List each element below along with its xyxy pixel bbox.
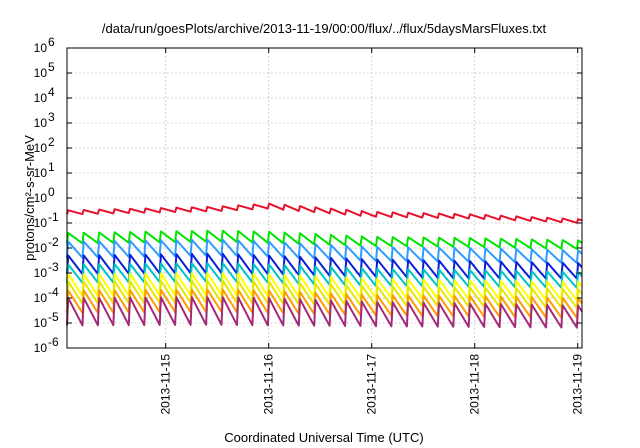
y-tick-exponent: 3 (48, 110, 55, 124)
y-tick-exponent: 0 (48, 185, 55, 199)
y-tick-label: 10 (34, 41, 48, 55)
series-line (66, 288, 583, 319)
y-tick-label: 10 (34, 216, 48, 230)
y-tick-label: 10 (34, 316, 48, 330)
y-tick-label: 10 (34, 166, 48, 180)
y-tick-exponent: 2 (48, 135, 55, 149)
y-tick-exponent: -2 (48, 235, 59, 249)
y-tick-label: 10 (34, 191, 48, 205)
y-tick-exponent: 1 (48, 160, 55, 174)
y-tick-exponent: -3 (48, 260, 59, 274)
y-tick-label: 10 (34, 91, 48, 105)
series-line (66, 202, 583, 224)
y-tick-label: 10 (34, 116, 48, 130)
y-tick-label: 10 (34, 66, 48, 80)
y-tick-exponent: 6 (48, 35, 55, 49)
series-group (66, 202, 583, 329)
series-line (66, 296, 583, 329)
y-axis-label: protons/cm²-s-sr-MeV (22, 135, 37, 261)
y-tick-exponent: -4 (48, 285, 59, 299)
series-line (66, 279, 583, 309)
y-tick-exponent: -1 (48, 210, 59, 224)
y-tick-exponent: 4 (48, 85, 55, 99)
x-tick-label: 2013-11-17 (365, 354, 379, 415)
grid (67, 48, 582, 348)
y-tick-exponent: 5 (48, 60, 55, 74)
x-tick-label: 2013-11-15 (159, 354, 173, 415)
x-tick-label: 2013-11-18 (468, 354, 482, 415)
y-tick-label: 10 (34, 241, 48, 255)
x-axis-label: Coordinated Universal Time (UTC) (224, 430, 423, 445)
x-tick-label: 2013-11-16 (262, 354, 276, 415)
y-tick-label: 10 (34, 141, 48, 155)
y-tick-label: 10 (34, 291, 48, 305)
y-tick-label: 10 (34, 266, 48, 280)
series-line (66, 252, 583, 280)
series-line (66, 262, 583, 289)
x-tick-label: 2013-11-19 (571, 354, 585, 415)
series-line (66, 272, 583, 302)
y-tick-label: 10 (34, 341, 48, 355)
series-line (66, 229, 583, 250)
y-tick-exponent: -6 (48, 335, 59, 349)
chart-title: /data/run/goesPlots/archive/2013-11-19/0… (102, 21, 547, 36)
axis-ticks (67, 47, 582, 349)
series-line (66, 238, 583, 264)
y-tick-exponent: -5 (48, 310, 59, 324)
